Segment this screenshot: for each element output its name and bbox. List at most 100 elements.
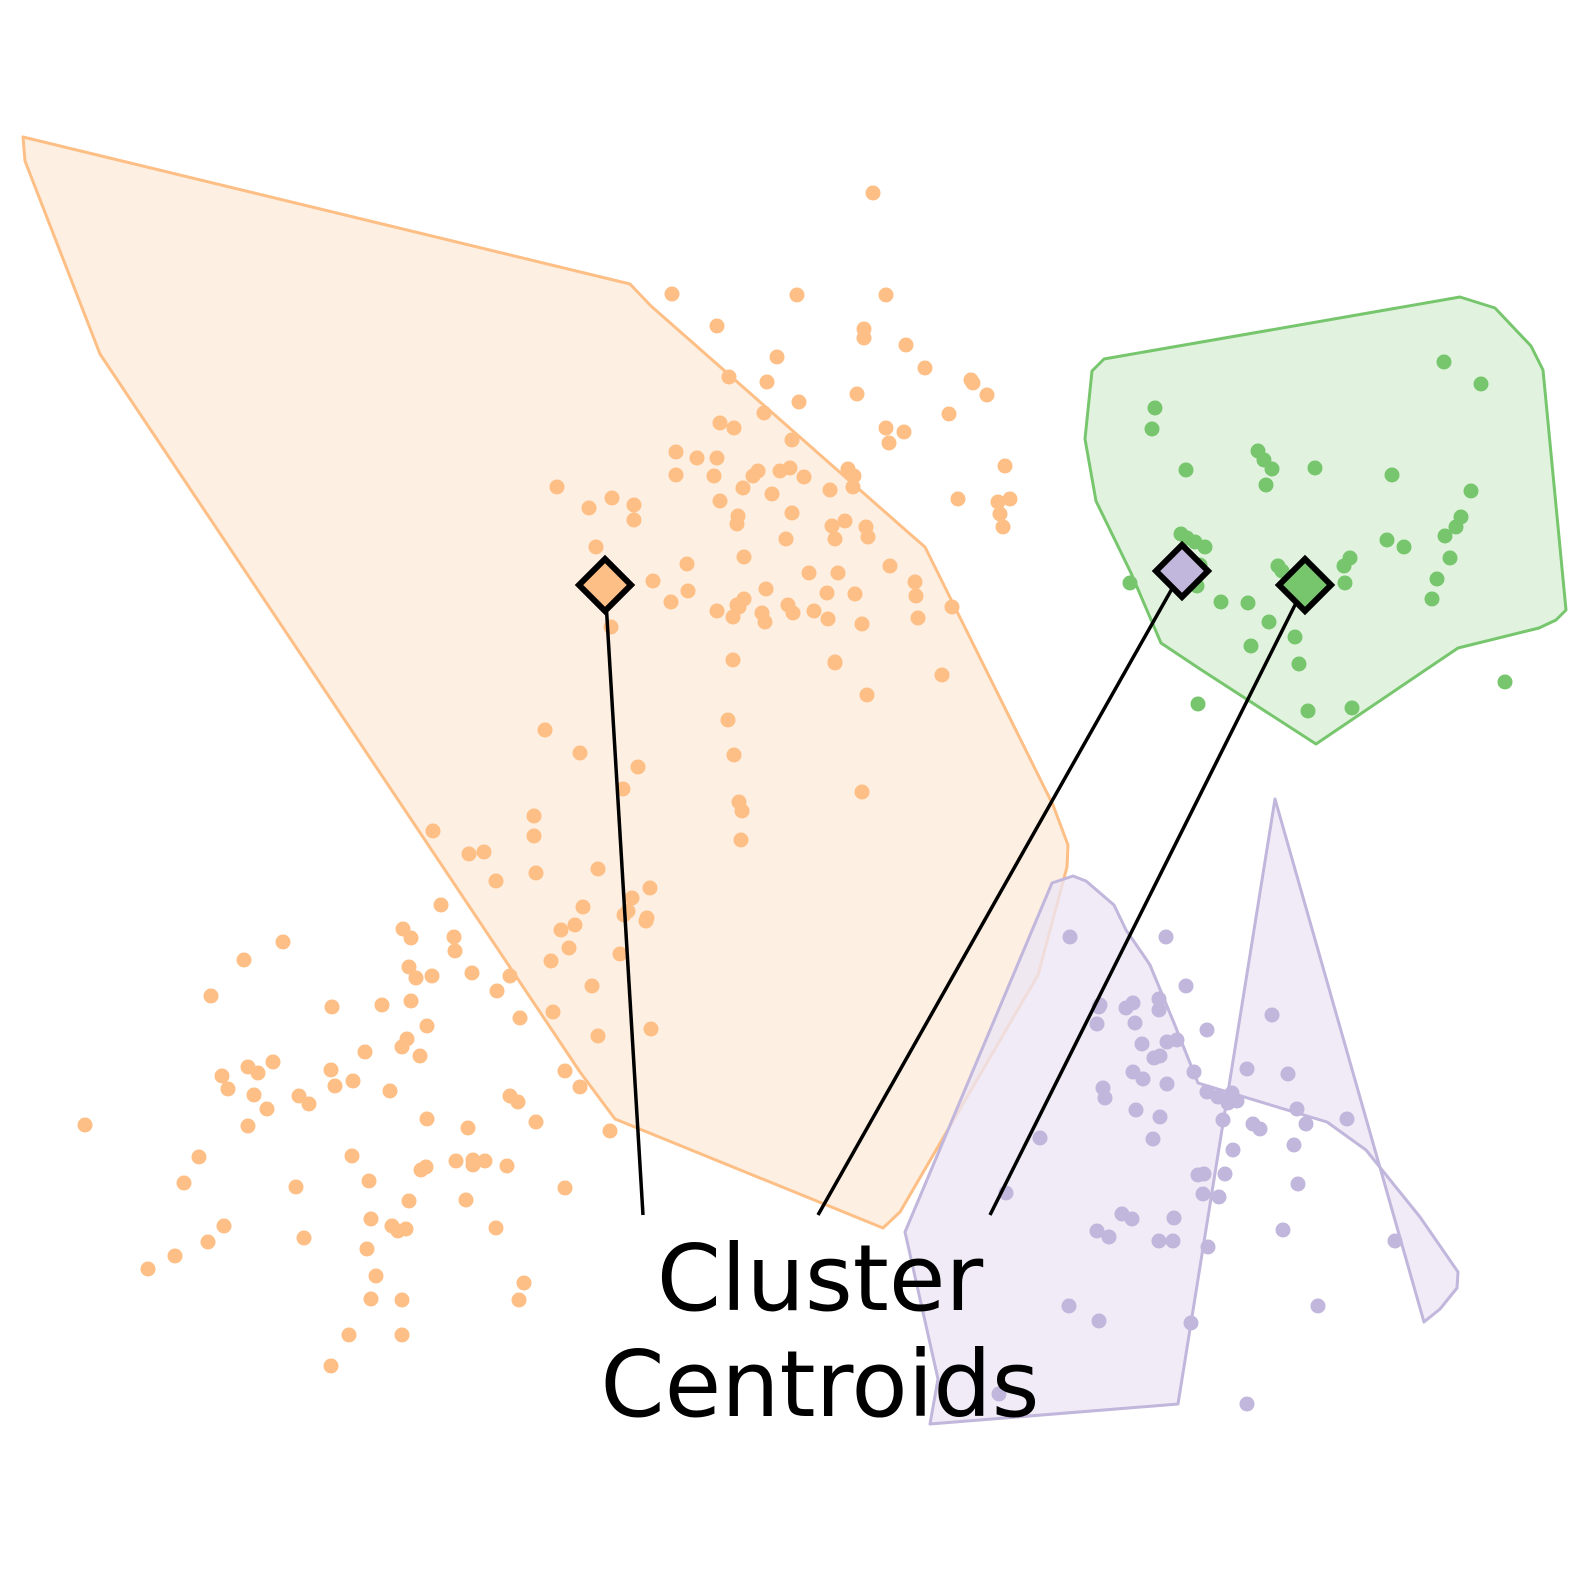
point-green — [1379, 532, 1395, 548]
point-orange — [604, 490, 620, 506]
point-orange — [394, 1039, 410, 1055]
point-orange — [642, 880, 658, 896]
point-orange — [140, 1261, 156, 1277]
point-orange — [934, 667, 950, 683]
point-purple — [1239, 1396, 1255, 1412]
point-purple — [1127, 1015, 1143, 1031]
point-purple — [1195, 1186, 1211, 1202]
point-orange — [561, 940, 577, 956]
point-orange — [327, 1078, 343, 1094]
point-orange — [526, 828, 542, 844]
point-orange — [806, 603, 822, 619]
point-orange — [827, 654, 843, 670]
point-orange — [997, 458, 1013, 474]
point-purple — [1280, 1066, 1296, 1082]
point-orange — [680, 583, 696, 599]
point-orange — [668, 444, 684, 460]
point-orange — [446, 929, 462, 945]
point-orange — [216, 1218, 232, 1234]
point-purple — [1310, 1298, 1326, 1314]
point-orange — [590, 861, 606, 877]
point-orange — [291, 1088, 307, 1104]
point-green — [1429, 571, 1445, 587]
point-orange — [588, 539, 604, 555]
point-orange — [403, 993, 419, 1009]
point-orange — [801, 565, 817, 581]
point-orange — [950, 491, 966, 507]
point-orange — [990, 494, 1006, 510]
point-orange — [759, 374, 775, 390]
point-purple — [1101, 1229, 1117, 1245]
point-orange — [323, 1358, 339, 1374]
point-purple — [1224, 1085, 1240, 1101]
point-orange — [796, 469, 812, 485]
point-green — [1258, 477, 1274, 493]
point-green — [1264, 461, 1280, 477]
point-orange — [854, 784, 870, 800]
point-orange — [200, 1234, 216, 1250]
point-orange — [778, 531, 794, 547]
point-purple — [1158, 929, 1174, 945]
point-purple — [1245, 1116, 1261, 1132]
point-orange — [709, 450, 725, 466]
point-orange — [725, 609, 741, 625]
point-green — [1243, 638, 1259, 654]
point-purple — [1166, 1210, 1182, 1226]
point-orange — [845, 479, 861, 495]
point-orange — [679, 556, 695, 572]
point-orange — [726, 747, 742, 763]
point-orange — [626, 512, 642, 528]
point-orange — [167, 1248, 183, 1264]
point-orange — [359, 1241, 375, 1257]
point-orange — [394, 1292, 410, 1308]
point-orange — [549, 479, 565, 495]
point-orange — [433, 897, 449, 913]
point-green — [1287, 629, 1303, 645]
point-orange — [584, 978, 600, 994]
point-orange — [363, 1291, 379, 1307]
point-orange — [265, 1054, 281, 1070]
point-orange — [288, 1179, 304, 1195]
point-purple — [1152, 1109, 1168, 1125]
centroid-orange — [574, 554, 636, 616]
point-orange — [363, 1211, 379, 1227]
point-purple — [1225, 1142, 1241, 1158]
point-green — [1147, 400, 1163, 416]
point-orange — [476, 844, 492, 860]
point-orange — [543, 953, 559, 969]
point-orange — [575, 899, 591, 915]
hull-green — [1083, 295, 1568, 746]
point-purple — [1298, 1116, 1314, 1132]
hull-orange — [21, 135, 1070, 1230]
point-green — [1197, 539, 1213, 555]
point-orange — [706, 468, 722, 484]
point-orange — [878, 420, 894, 436]
point-orange — [203, 988, 219, 1004]
point-green — [1190, 696, 1206, 712]
point-orange — [638, 913, 654, 929]
point-green — [1337, 575, 1353, 591]
point-orange — [865, 185, 881, 201]
point-orange — [408, 970, 424, 986]
point-orange — [394, 1327, 410, 1343]
point-orange — [824, 518, 840, 534]
point-orange — [847, 586, 863, 602]
point-orange — [403, 930, 419, 946]
point-green — [1344, 700, 1360, 716]
point-orange — [465, 1157, 481, 1173]
point-orange — [979, 387, 995, 403]
point-purple — [1286, 1137, 1302, 1153]
point-orange — [502, 968, 518, 984]
point-orange — [537, 722, 553, 738]
point-green — [1336, 558, 1352, 574]
point-orange — [401, 1193, 417, 1209]
annotation-label-line2: Centroids — [600, 1331, 1039, 1438]
point-orange — [581, 500, 597, 516]
cluster-hulls — [21, 135, 1568, 1426]
point-purple — [1114, 1206, 1130, 1222]
point-orange — [240, 1118, 256, 1134]
point-orange — [572, 1079, 588, 1095]
point-green — [1463, 483, 1479, 499]
centroid-green — [1274, 554, 1336, 616]
